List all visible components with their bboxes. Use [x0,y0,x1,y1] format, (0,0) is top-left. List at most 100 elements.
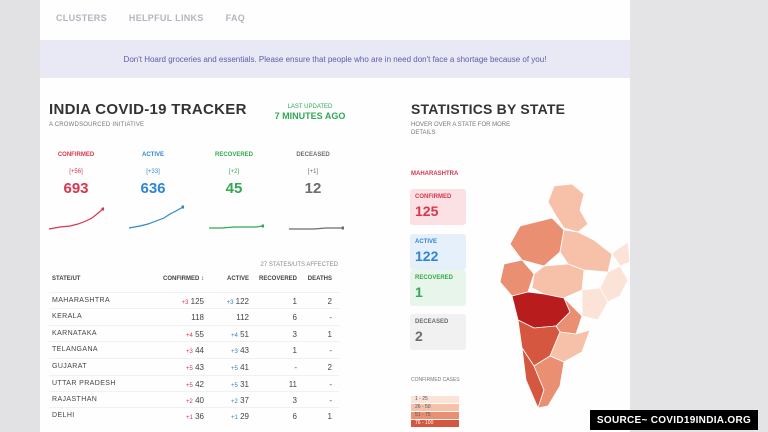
legend-item: 26 - 50 [411,404,459,411]
confirmed-stat: CONFIRMED [+56] 693 [40,152,112,197]
map-region-northwest [509,217,565,267]
state-name: RAJASTHAN [52,396,98,403]
recovered-delta: [+2] [228,169,240,175]
recovered-cell: 6 [292,412,297,421]
map-region-tamilnadu [533,355,565,409]
deaths-cell: 2 [327,363,332,372]
active-cell: +5 41 [231,363,249,372]
recovered-cell: 3 [292,330,297,339]
active-stat: ACTIVE [+33] 636 [117,152,189,197]
active-cell: +5 31 [231,380,249,389]
map-region-eastcentral [581,287,609,321]
deceased-count: 12 [304,180,322,197]
header-confirmed[interactable]: CONFIRMED ↕ [163,276,204,282]
header-recovered[interactable]: RECOVERED [258,276,297,282]
state-active-value: 122 [415,248,439,264]
state-recovered-box: RECOVERED 1 [410,270,466,306]
active-count: 636 [140,180,166,197]
deceased-stat: DECEASED [+1] 12 [277,152,349,197]
map-region-west [499,259,535,297]
source-credit: SOURCE~ COVID19INDIA.ORG [590,410,758,430]
legend-item: 51 - 75 [411,412,459,419]
state-confirmed-value: 125 [415,203,439,219]
deaths-cell: 2 [327,297,332,306]
header-state[interactable]: STATE/UT [52,276,81,282]
active-delta: [+33] [146,169,160,175]
deceased-delta: [+1] [307,169,319,175]
nav-faq[interactable]: FAQ [225,13,246,23]
header-deaths[interactable]: DEATHS [307,276,332,282]
confirmed-cell: +4 55 [186,330,204,339]
state-stats-subtitle: HOVER OVER A STATE FOR MORE DETAILS [411,122,511,136]
state-name: UTTAR PRADESH [52,380,116,387]
left-margin [0,0,40,432]
recovered-cell: - [294,363,297,372]
map-region-central [531,263,585,299]
active-cell: +3 122 [226,297,249,306]
confirmed-cell: +5 43 [186,363,204,372]
active-cell: +4 51 [231,330,249,339]
state-confirmed-label: CONFIRMED [415,194,452,200]
recovered-cell: 1 [292,346,297,355]
states-affected: 27 STATES/UTS AFFECTED [260,262,338,268]
top-nav: CLUSTERS HELPFUL LINKS FAQ [56,13,245,23]
state-recovered-value: 1 [415,284,423,300]
table-row[interactable]: GUJARAT +5 43 +5 41 - 2 [49,358,339,374]
tracker-title: INDIA COVID-19 TRACKER [49,101,247,118]
state-recovered-label: RECOVERED [415,275,454,281]
state-active-box: ACTIVE 122 [410,234,466,270]
table-row[interactable]: KARNATAKA +4 55 +4 51 3 1 [49,325,339,341]
nav-helpful-links[interactable]: HELPFUL LINKS [128,13,204,23]
recovered-sparkline [209,224,264,229]
deceased-label: DECEASED [296,152,330,158]
table-row[interactable]: RAJASTHAN +2 40 +2 37 3 - [49,391,339,407]
recovered-cell: 11 [288,380,297,389]
state-name: TELANGANA [52,346,98,353]
legend-title: CONFIRMED CASES [411,377,460,383]
india-map[interactable] [460,180,630,432]
recovered-cell: 3 [292,396,297,405]
active-sparkline [128,205,184,229]
table-row[interactable]: TELANGANA +3 44 +3 43 1 - [49,341,339,357]
confirmed-cell: 118 [191,313,204,322]
banner-text: Don't Hoard groceries and essentials. Pl… [123,54,547,64]
table-row[interactable]: MAHARASHTRA +3 125 +3 122 1 2 [49,292,339,308]
map-region-northeast [611,241,630,267]
deaths-cell: - [329,396,332,405]
deaths-cell: 1 [327,412,332,421]
header-active[interactable]: ACTIVE [226,276,249,282]
confirmed-delta: [+56] [69,169,83,175]
nav-clusters[interactable]: CLUSTERS [56,13,107,23]
deaths-cell: - [329,346,332,355]
state-deceased-value: 2 [415,328,423,344]
right-margin [630,0,768,432]
confirmed-sparkline [48,207,104,230]
deaths-cell: - [329,313,332,322]
state-active-label: ACTIVE [415,239,438,245]
confirmed-cell: +1 36 [186,412,204,421]
state-deceased-box: DECEASED 2 [410,314,466,350]
table-row[interactable]: KERALA 118 112 6 - [49,308,339,324]
legend-item: 1 - 25 [411,396,459,403]
recovered-cell: 6 [292,313,297,322]
table-row[interactable]: UTTAR PRADESH +5 42 +5 31 11 - [49,375,339,391]
active-cell: 112 [236,313,249,322]
legend-item: 76 - 100 [411,420,459,427]
active-cell: +2 37 [231,396,249,405]
recovered-stat: RECOVERED [+2] 45 [198,152,270,197]
state-name: DELHI [52,412,75,419]
state-name: GUJARAT [52,363,87,370]
active-label: ACTIVE [141,152,164,158]
last-updated-label: LAST UPDATED [287,104,333,110]
confirmed-label: CONFIRMED [57,152,95,158]
state-deceased-label: DECEASED [415,319,449,325]
selected-state-name: MAHARASHTRA [411,171,459,177]
table-header: STATE/UT CONFIRMED ↕ ACTIVE RECOVERED DE… [49,276,339,288]
state-confirmed-box: CONFIRMED 125 [410,189,466,225]
confirmed-cell: +3 44 [186,346,204,355]
confirmed-cell: +3 125 [181,297,204,306]
active-cell: +1 29 [231,412,249,421]
table-row[interactable]: DELHI +1 36 +1 29 6 1 [49,407,339,423]
last-updated-value: 7 MINUTES AGO [274,111,346,121]
deaths-cell: 1 [327,330,332,339]
